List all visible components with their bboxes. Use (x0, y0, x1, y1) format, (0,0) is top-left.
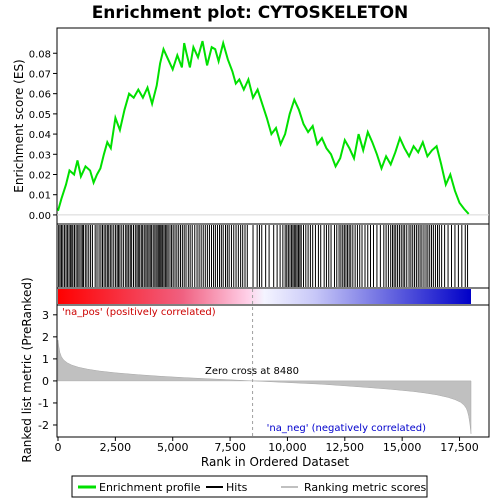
metric-y-tick-label: -2 (38, 419, 49, 432)
x-tick-label: 5,000 (157, 441, 189, 454)
metric-y-tick-label: 1 (42, 353, 49, 366)
rank-color-bar (58, 289, 471, 304)
legend-label-metric: Ranking metric scores (304, 481, 426, 494)
x-tick-label: 10,000 (268, 441, 307, 454)
x-tick-label: 2,500 (100, 441, 132, 454)
chart-title: Enrichment plot: CYTOSKELETON (92, 3, 409, 23)
metric-y-axis-title: Ranked list metric (PreRanked) (20, 277, 34, 462)
metric-panel (56, 304, 490, 438)
es-y-tick-label: 0.04 (29, 130, 51, 141)
x-tick-label: 12,500 (326, 441, 365, 454)
es-y-tick-label: 0.07 (29, 69, 51, 80)
es-y-tick-label: 0.08 (29, 49, 51, 60)
x-tick-label: 0 (55, 441, 62, 454)
legend-label-enrichment: Enrichment profile (99, 481, 201, 494)
es-panel (56, 27, 490, 225)
x-tick-label: 17,500 (440, 441, 479, 454)
es-y-tick-label: 0.06 (29, 90, 51, 101)
neg-correlated-label: 'na_neg' (negatively correlated) (267, 423, 426, 434)
es-y-tick-label: 0.01 (29, 191, 51, 202)
legend: Enrichment profile Hits Ranking metric s… (71, 475, 428, 498)
metric-y-tick-label: 0 (42, 375, 49, 388)
enrichment-profile-line (57, 39, 470, 215)
metric-y-tick-label: 2 (42, 331, 49, 344)
pos-correlated-label: 'na_pos' (positively correlated) (62, 307, 216, 318)
es-y-axis-title: Enrichment score (ES) (12, 59, 26, 192)
legend-label-hits: Hits (226, 481, 248, 494)
x-axis-title: Rank in Ordered Dataset (201, 455, 349, 469)
es-y-tick-label: 0.05 (29, 110, 51, 121)
ranking-metric-area (57, 340, 472, 434)
zero-cross-label: Zero cross at 8480 (205, 366, 299, 377)
x-tick-label: 15,000 (383, 441, 422, 454)
es-y-tick-label: 0.02 (29, 171, 51, 182)
x-tick-label: 7,500 (214, 441, 246, 454)
metric-y-tick-label: -1 (38, 397, 49, 410)
es-y-tick-label: 0.00 (29, 211, 51, 222)
metric-y-tick-label: 3 (42, 309, 49, 322)
es-y-tick-label: 0.03 (29, 150, 51, 161)
legend-box (71, 475, 428, 498)
